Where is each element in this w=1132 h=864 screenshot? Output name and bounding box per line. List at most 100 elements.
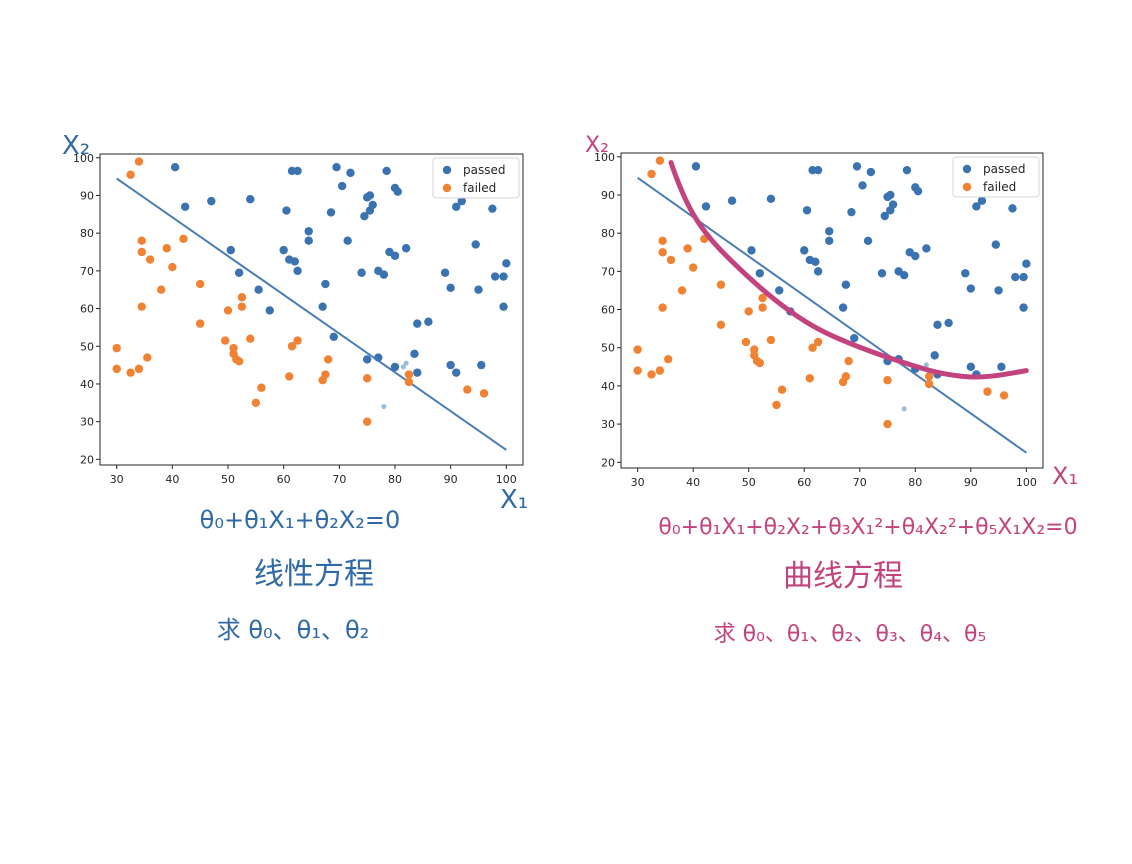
passed-point [365, 191, 375, 200]
passed-point [329, 332, 338, 342]
passed-point [747, 246, 756, 255]
failed-point [772, 400, 781, 410]
passed-point [490, 272, 500, 281]
y-tick-label: 30 [601, 418, 615, 431]
passed-point [877, 269, 887, 278]
passed-point [994, 286, 1003, 295]
passed-point [401, 244, 411, 253]
x-tick-label: 60 [277, 473, 291, 486]
faint-point [923, 362, 929, 368]
passed-point [413, 368, 422, 377]
failed-point [658, 248, 667, 257]
passed-point [346, 168, 355, 178]
passed-point [321, 279, 330, 289]
y-tick-label: 20 [601, 456, 615, 469]
failed-point [666, 255, 676, 265]
passed-point [279, 245, 288, 255]
passed-point [499, 272, 508, 281]
passed-point [393, 187, 402, 196]
failed-point [362, 417, 372, 426]
failed-point [758, 293, 767, 303]
y-tick-label: 70 [601, 265, 615, 278]
passed-point [390, 251, 400, 260]
plot-frame [620, 152, 1044, 469]
failed-point [162, 244, 171, 253]
failed-point [195, 319, 205, 328]
failed-point [755, 358, 765, 368]
failed-point [251, 398, 261, 407]
failed-point [221, 336, 230, 345]
failed-point [655, 156, 665, 165]
passed-point [1022, 259, 1031, 268]
failed-point [658, 236, 667, 246]
y-tick-label: 80 [80, 227, 94, 240]
passed-point [1019, 303, 1028, 312]
legend-label-failed: failed [983, 180, 1016, 194]
passed-point [357, 268, 366, 277]
passed-point [234, 268, 244, 277]
passed-point [902, 165, 912, 175]
passed-point [701, 202, 711, 211]
legend-label-failed: failed [463, 181, 496, 195]
legend-label-passed: passed [463, 163, 505, 177]
passed-point [499, 302, 508, 311]
failed-point [143, 353, 152, 362]
passed-point [488, 204, 497, 213]
passed-point [440, 268, 450, 277]
passed-point [477, 360, 486, 370]
failed-point [841, 372, 851, 381]
legend-marker-passed [962, 164, 972, 174]
y-tick-label: 50 [601, 342, 615, 355]
y-tick-label: 40 [601, 380, 615, 393]
nonlinear-boundary-curve [668, 160, 1029, 380]
faint-point [400, 364, 406, 370]
failed-point [285, 372, 294, 381]
right-x-axis-label: X₁ [1052, 462, 1078, 490]
failed-point [744, 307, 753, 316]
x-tick-label: 80 [388, 473, 402, 486]
failed-point [716, 320, 726, 330]
x-tick-label: 100 [1016, 476, 1037, 489]
failed-point [223, 306, 233, 315]
passed-point [502, 259, 511, 268]
passed-point [933, 320, 942, 330]
passed-point [850, 333, 859, 343]
passed-point [1011, 272, 1020, 282]
passed-point [265, 306, 274, 315]
x-tick-label: 30 [110, 473, 124, 486]
left-equation-type: 线性方程 [254, 557, 374, 592]
passed-point [813, 267, 823, 276]
passed-point [326, 208, 336, 217]
failed-point [126, 170, 135, 179]
passed-point [913, 186, 923, 196]
failed-point [134, 157, 144, 166]
failed-point [137, 236, 146, 245]
failed-point [688, 263, 698, 272]
x-tick-label: 80 [908, 476, 922, 489]
x-tick-label: 60 [797, 476, 811, 489]
failed-point [126, 368, 135, 377]
legend-label-passed: passed [983, 162, 1025, 176]
failed-point [683, 244, 692, 253]
failed-point [404, 377, 414, 387]
passed-point [1008, 204, 1017, 213]
failed-point [293, 336, 302, 345]
failed-point [157, 285, 166, 294]
failed-point [134, 364, 144, 374]
passed-point [888, 200, 898, 209]
passed-point [852, 162, 862, 171]
failed-point [716, 280, 726, 289]
passed-point [452, 368, 461, 377]
passed-point [374, 353, 383, 362]
passed-point [847, 207, 856, 217]
passed-point [802, 206, 812, 215]
failed-point [663, 354, 673, 364]
passed-point [293, 266, 302, 276]
failed-point [112, 364, 121, 374]
passed-point [382, 166, 391, 176]
passed-point [966, 284, 976, 293]
failed-point [647, 370, 656, 379]
legend-marker-passed [442, 165, 452, 175]
passed-point [170, 162, 180, 172]
